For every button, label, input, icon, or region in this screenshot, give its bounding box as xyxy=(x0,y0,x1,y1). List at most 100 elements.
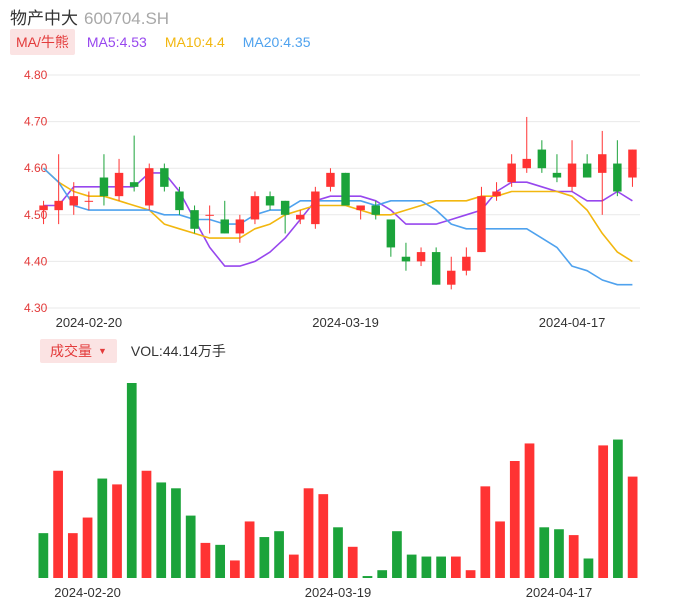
volume-bar xyxy=(509,461,520,578)
volume-bar xyxy=(38,533,49,578)
volume-bar xyxy=(436,556,446,578)
candle-body xyxy=(220,219,229,234)
candle-body xyxy=(462,256,471,271)
stock-name: 物产中大 xyxy=(10,9,78,28)
candle-body xyxy=(129,182,139,187)
candle-body xyxy=(447,270,456,285)
candle-body xyxy=(39,205,48,211)
candle-body xyxy=(522,158,531,169)
volume-bar xyxy=(347,546,358,578)
candle-body xyxy=(265,196,275,206)
volume-bar xyxy=(200,542,211,578)
volume-bar xyxy=(288,554,299,578)
volume-bar xyxy=(539,527,550,578)
volume-bar xyxy=(215,544,226,578)
ma10-line xyxy=(42,167,633,263)
candle-body xyxy=(145,168,154,206)
ma-legend: MA/牛熊 MA5:4.53 MA10:4.4 MA20:4.35 xyxy=(10,29,311,55)
y-tick-label: 4.70 xyxy=(24,115,48,129)
ma20-legend: MA20:4.35 xyxy=(242,34,311,50)
candle-body xyxy=(401,256,411,262)
candle-body xyxy=(160,168,169,187)
volume-bar xyxy=(495,521,505,578)
volume-bar xyxy=(333,527,343,578)
volume-bar xyxy=(82,517,93,578)
candle-body xyxy=(205,214,214,216)
stock-code: 600704.SH xyxy=(84,9,170,28)
volume-bar xyxy=(230,560,240,578)
volume-bar xyxy=(465,570,476,578)
volume-bar xyxy=(377,570,388,578)
volume-bar xyxy=(171,488,181,578)
volume-bar xyxy=(421,556,432,578)
candle-body xyxy=(69,196,78,206)
volume-bar xyxy=(480,486,491,578)
candle-body xyxy=(341,172,350,206)
candle-body xyxy=(416,252,426,262)
price-date-label: 2024-03-19 xyxy=(312,315,379,330)
volume-header: 成交量 ▼ VOL:44.14万手 xyxy=(40,339,226,363)
caret-down-icon: ▼ xyxy=(98,346,107,356)
candle-body xyxy=(175,191,184,211)
candle-body xyxy=(371,205,380,215)
price-date-label: 2024-02-20 xyxy=(56,315,123,330)
volume-bar xyxy=(53,470,63,578)
volume-date-label: 2024-03-19 xyxy=(305,585,372,600)
volume-bar xyxy=(156,482,167,578)
ma5-line xyxy=(43,172,633,267)
candle-body xyxy=(311,191,320,225)
volume-bar xyxy=(568,535,579,578)
candle-body xyxy=(628,149,637,178)
ma20-line xyxy=(42,167,633,286)
y-tick-label: 4.30 xyxy=(24,301,48,315)
volume-bar xyxy=(303,488,314,578)
candle-body xyxy=(54,200,63,211)
price-date-label: 2024-04-17 xyxy=(539,315,606,330)
candle-body xyxy=(99,177,109,197)
volume-bar xyxy=(97,478,108,578)
candle-body xyxy=(84,200,94,202)
volume-date-label: 2024-02-20 xyxy=(54,585,121,600)
volume-bar xyxy=(554,529,564,578)
volume-bar xyxy=(318,494,329,578)
volume-readout: VOL:44.14万手 xyxy=(130,343,226,359)
candle-body xyxy=(598,154,607,173)
candle-body xyxy=(492,191,501,197)
volume-bar xyxy=(244,521,255,578)
candle-body xyxy=(235,219,245,234)
ma10-legend: MA10:4.4 xyxy=(164,34,225,50)
volume-bar xyxy=(126,383,137,578)
volume-bar xyxy=(259,537,270,578)
ma-toggle-button[interactable]: MA/牛熊 xyxy=(10,29,75,55)
candle-body xyxy=(296,214,305,220)
volume-indicator-label: 成交量 xyxy=(50,343,92,359)
volume-bar xyxy=(112,484,122,578)
stock-title: 物产中大 600704.SH xyxy=(10,4,170,28)
candle-body xyxy=(190,210,199,229)
volume-bar xyxy=(598,445,609,578)
candle-body xyxy=(431,252,441,285)
volume-bar xyxy=(185,515,196,578)
candle-body xyxy=(582,163,592,178)
volume-bar xyxy=(406,554,417,578)
volume-bar xyxy=(450,556,461,578)
y-tick-label: 4.80 xyxy=(24,68,48,82)
volume-bar xyxy=(524,443,535,578)
candle-body xyxy=(552,172,562,178)
volume-bar xyxy=(627,476,638,578)
candle-body xyxy=(114,172,124,197)
volume-bar xyxy=(392,531,402,578)
candle-body xyxy=(386,219,396,248)
y-tick-label: 4.50 xyxy=(24,208,48,222)
candle-body xyxy=(250,196,260,220)
volume-bar xyxy=(274,531,284,578)
volume-date-label: 2024-04-17 xyxy=(526,585,593,600)
volume-indicator-dropdown[interactable]: 成交量 ▼ xyxy=(40,339,117,363)
candle-body xyxy=(613,163,622,192)
ma5-legend: MA5:4.53 xyxy=(86,34,147,50)
y-tick-label: 4.40 xyxy=(24,254,48,268)
y-tick-label: 4.60 xyxy=(24,161,48,175)
candle-body xyxy=(507,163,516,183)
candle-body xyxy=(280,200,290,215)
